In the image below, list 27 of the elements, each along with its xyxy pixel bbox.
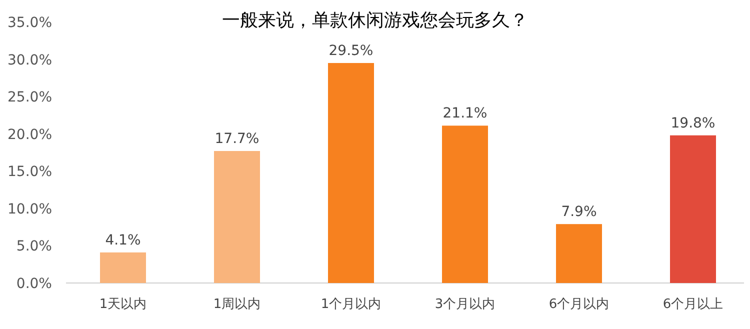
y-tick-label: 20.0% bbox=[8, 126, 52, 143]
x-tick-label: 6个月以内 bbox=[548, 297, 610, 312]
bar bbox=[442, 126, 488, 283]
y-tick-label: 10.0% bbox=[8, 201, 52, 218]
y-tick-label: 30.0% bbox=[8, 52, 52, 68]
chart-title: 一般来说，单款休闲游戏您会玩多久？ bbox=[222, 10, 528, 31]
x-tick-label: 6个月以上 bbox=[662, 297, 724, 312]
y-tick-label: 35.0% bbox=[8, 15, 52, 31]
data-label: 21.1% bbox=[442, 106, 488, 122]
data-label: 19.8% bbox=[670, 115, 716, 132]
x-tick-label: 1个月以内 bbox=[320, 297, 382, 312]
data-label: 4.1% bbox=[105, 232, 141, 248]
bar bbox=[328, 63, 374, 283]
data-label: 29.5% bbox=[328, 43, 374, 60]
y-tick-label: 5.0% bbox=[16, 238, 52, 255]
bar bbox=[670, 135, 716, 283]
bar bbox=[100, 252, 146, 283]
y-tick-label: 0.0% bbox=[16, 276, 52, 292]
data-label: 17.7% bbox=[214, 131, 260, 148]
bar bbox=[214, 151, 260, 283]
x-tick-label: 1天以内 bbox=[99, 297, 147, 312]
x-tick-label: 1周以内 bbox=[213, 297, 261, 312]
y-tick-label: 25.0% bbox=[8, 90, 52, 106]
data-label: 7.9% bbox=[561, 204, 597, 220]
y-tick-label: 15.0% bbox=[8, 164, 52, 180]
bar bbox=[556, 224, 602, 283]
x-tick-label: 3个月以内 bbox=[434, 297, 496, 312]
